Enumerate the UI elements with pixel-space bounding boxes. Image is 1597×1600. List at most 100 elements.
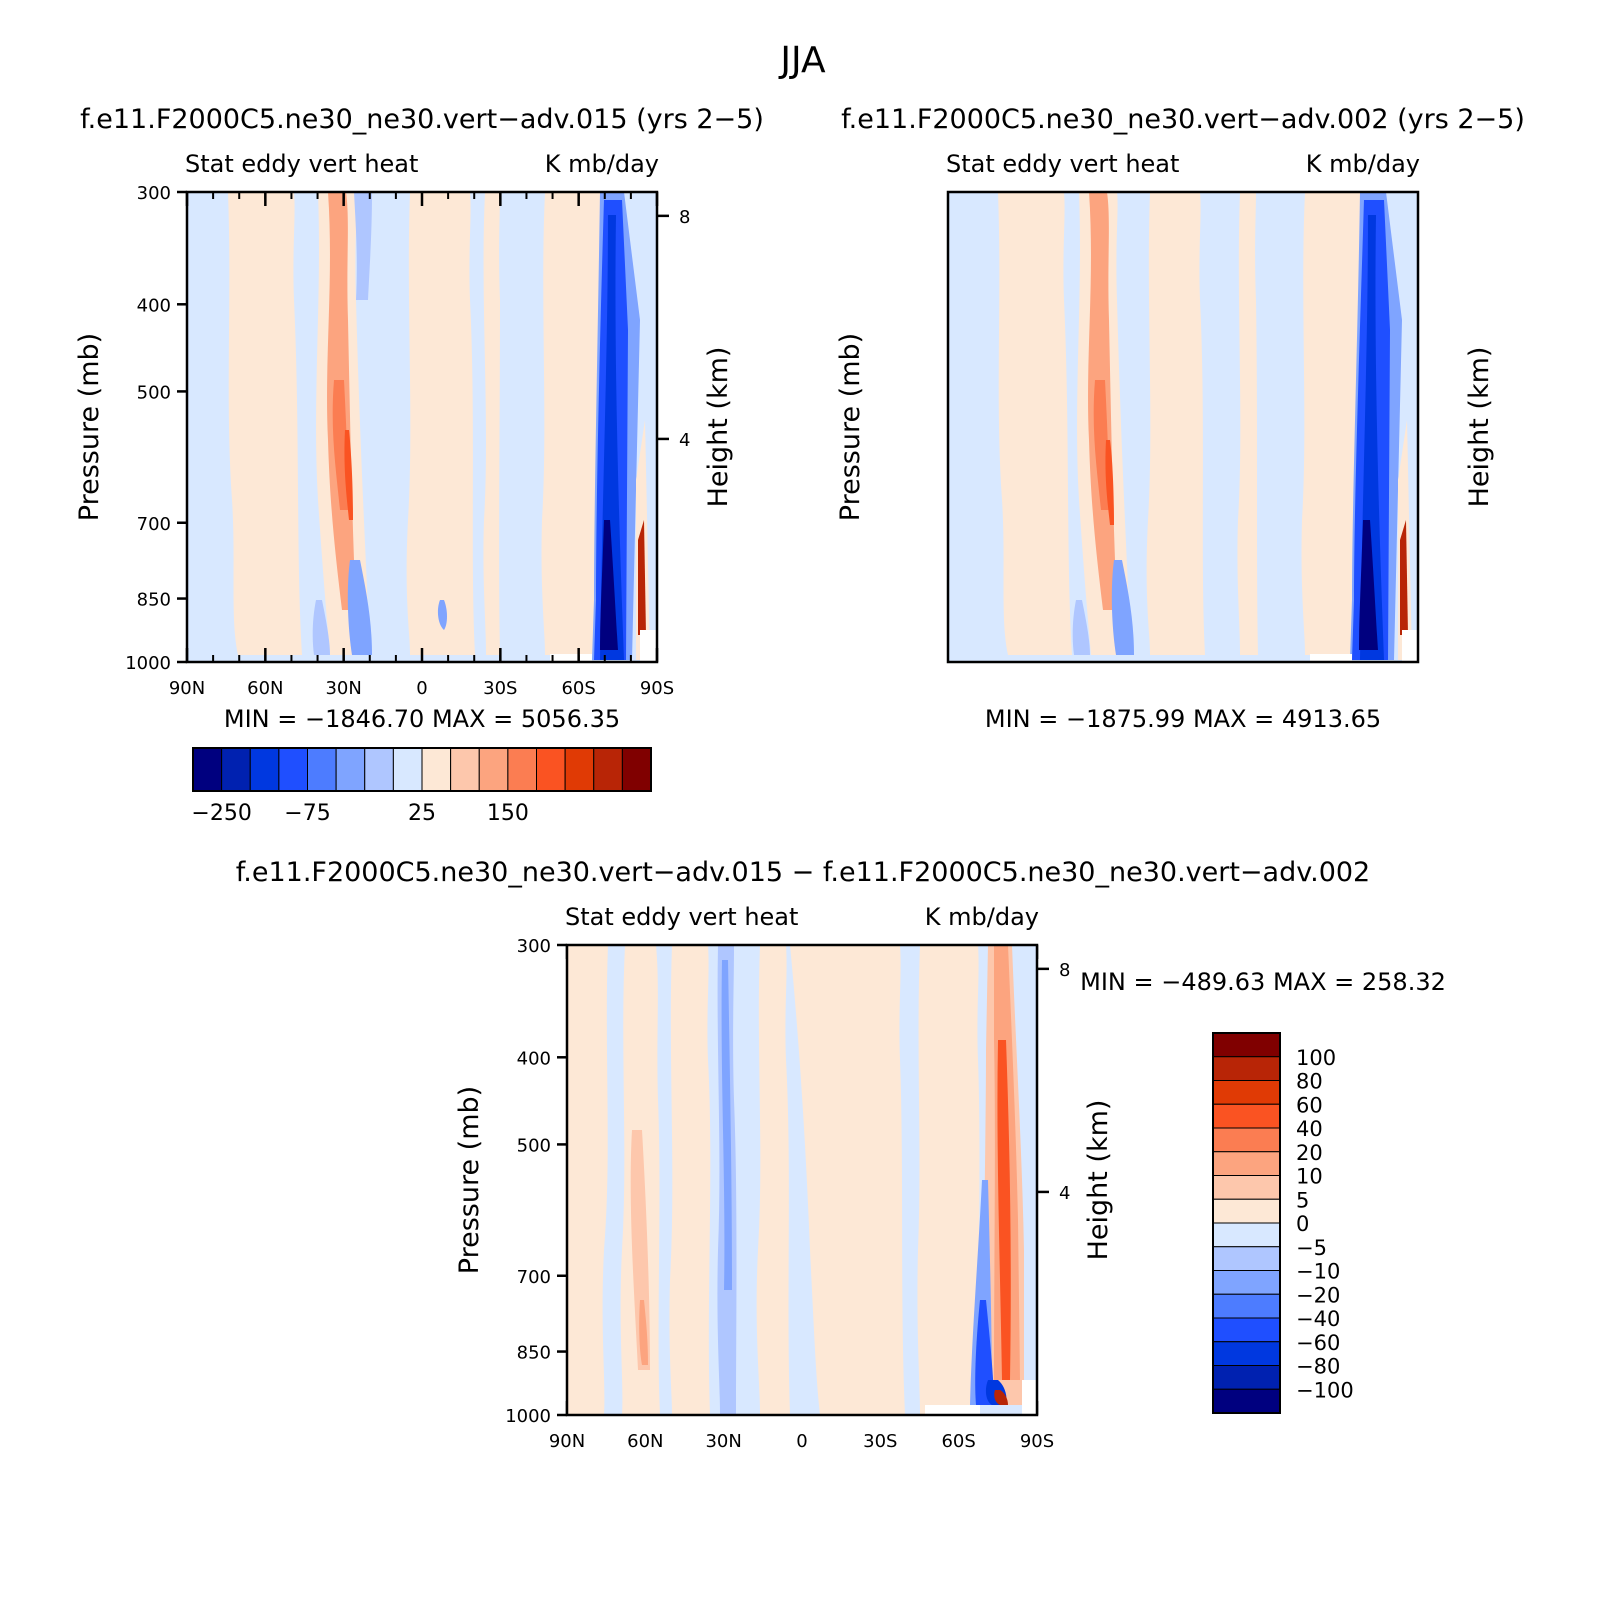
y-tick-label: 850	[137, 590, 171, 611]
panel-control-015: f.e11.F2000C5.ne30_ne30.vert−adv.015 (yr…	[74, 104, 764, 826]
colorbar-label: 25	[408, 801, 436, 826]
y-tick-label: 1000	[505, 1406, 551, 1427]
panel-title: f.e11.F2000C5.ne30_ne30.vert−adv.015 − f…	[236, 857, 1371, 888]
colorbar-swatch	[593, 747, 623, 792]
y-tick-label: 700	[137, 514, 171, 535]
colorbar-swatch	[1212, 1175, 1281, 1200]
right-string: K mb/day	[545, 150, 659, 178]
colorbar-label: −40	[1296, 1307, 1340, 1331]
y-right-tick-label: 8	[679, 207, 690, 228]
panel-control-002: f.e11.F2000C5.ne30_ne30.vert−adv.002 (yr…	[505, 104, 1525, 1452]
colorbar-swatch	[307, 747, 337, 792]
colorbar-swatch	[1212, 1317, 1281, 1343]
colorbar-label: 20	[1296, 1141, 1323, 1165]
y-right-axis-label: Height (km)	[1083, 1100, 1114, 1261]
colorbar-label: −100	[1296, 1378, 1354, 1402]
colorbar-swatch	[1212, 1341, 1281, 1366]
colorbar-label: −75	[284, 801, 330, 826]
y-axis-label: Pressure (mb)	[835, 333, 866, 521]
colorbar-swatch	[1212, 1151, 1281, 1176]
y-right-tick-label: 8	[1059, 960, 1070, 981]
colorbar-swatch	[478, 747, 509, 792]
colorbar-swatch	[392, 747, 423, 792]
y-tick-label: 300	[517, 936, 551, 957]
y-right-ticks: 84	[1037, 960, 1070, 1204]
colorbar-swatch	[536, 747, 566, 792]
y-tick-label: 300	[137, 183, 171, 204]
colorbar-label: −60	[1296, 1331, 1340, 1355]
colorbar-swatch	[1212, 1270, 1281, 1295]
y-right-ticks: 84	[657, 207, 690, 451]
colorbar-label: 150	[487, 801, 529, 826]
colorbar-swatch	[1212, 1246, 1281, 1271]
min-max-text: MIN = −1846.70 MAX = 5056.35	[224, 705, 620, 733]
y-right-axis-label: Height (km)	[1464, 347, 1495, 508]
y-tick-label: 400	[517, 1048, 551, 1069]
colorbar-label: 100	[1296, 1046, 1336, 1070]
y-axis-label: Pressure (mb)	[74, 333, 105, 521]
y-tick-label: 500	[517, 1135, 551, 1156]
x-tick-label: 30N	[705, 1431, 741, 1452]
colorbar: −250 −75 25 150	[191, 747, 652, 826]
x-tick-label: 90N	[169, 678, 205, 699]
colorbar-swatch	[1212, 1388, 1281, 1414]
colorbar-label: 60	[1296, 1093, 1323, 1117]
colorbar-swatch	[278, 747, 308, 792]
y-tick-label: 400	[137, 295, 171, 316]
x-tick-label: 90N	[549, 1431, 585, 1452]
x-tick-label: 60N	[627, 1431, 663, 1452]
min-max-text: MIN = −1875.99 MAX = 4913.65	[985, 705, 1381, 733]
y-tick-label: 1000	[125, 653, 171, 674]
colorbar-frame	[1212, 1032, 1281, 1414]
colorbar-label: 10	[1296, 1165, 1323, 1189]
x-tick-label: 30N	[325, 678, 361, 699]
x-tick-label: 0	[796, 1431, 807, 1452]
y-right-axis-label: Height (km)	[703, 347, 734, 508]
figure-title: JJA	[778, 40, 826, 81]
y-tick-label: 850	[517, 1343, 551, 1364]
colorbar-swatch	[364, 747, 394, 792]
plot-frame	[946, 190, 1420, 664]
colorbar-label: −5	[1296, 1236, 1327, 1260]
y-tick-label: 500	[137, 382, 171, 403]
min-max-text: MIN = −489.63 MAX = 258.32	[1080, 968, 1446, 996]
colorbar-swatch	[1212, 1127, 1281, 1153]
x-tick-label: 30S	[483, 678, 517, 699]
left-string: Stat eddy vert heat	[185, 150, 418, 178]
y-ticks: 300 400 500 700 850 1000	[505, 936, 567, 1427]
y-ticks: 300 400 500 700 850 1000	[125, 183, 187, 674]
panel-title: f.e11.F2000C5.ne30_ne30.vert−adv.002 (yr…	[841, 104, 1525, 135]
x-tick-label: 90S	[1020, 1431, 1054, 1452]
colorbar-swatch	[421, 747, 452, 792]
y-right-tick-label: 4	[679, 430, 690, 451]
x-tick-label: 90S	[640, 678, 674, 699]
colorbar-swatch	[249, 747, 280, 792]
colorbar-label: 40	[1296, 1117, 1323, 1141]
y-right-tick-label: 4	[1059, 1183, 1070, 1204]
left-string: Stat eddy vert heat	[565, 903, 798, 931]
colorbar-swatch	[221, 747, 251, 792]
x-tick-label: 60N	[247, 678, 283, 699]
contour-field	[187, 192, 657, 662]
colorbar-swatch	[1212, 1056, 1281, 1081]
colorbar-swatch	[1212, 1222, 1281, 1248]
colorbar-swatch	[450, 747, 480, 792]
colorbar-swatch	[335, 747, 366, 792]
colorbar-label: 80	[1296, 1070, 1323, 1094]
x-tick-label: 30S	[863, 1431, 897, 1452]
colorbar-swatch	[621, 747, 652, 792]
contour-field	[567, 945, 1037, 1415]
plot-frame	[565, 943, 1039, 1417]
colorbar-swatch	[564, 747, 595, 792]
x-tick-label: 60S	[941, 1431, 975, 1452]
contour-field	[948, 192, 1418, 662]
panel-title: f.e11.F2000C5.ne30_ne30.vert−adv.015 (yr…	[80, 104, 764, 135]
y-axis-label: Pressure (mb)	[454, 1086, 485, 1274]
colorbar-swatch	[1212, 1293, 1281, 1319]
y-tick-label: 700	[517, 1267, 551, 1288]
colorbar-label: −10	[1296, 1260, 1340, 1284]
panel-difference: f.e11.F2000C5.ne30_ne30.vert−adv.015 − f…	[236, 857, 1446, 1417]
left-string: Stat eddy vert heat	[946, 150, 1179, 178]
